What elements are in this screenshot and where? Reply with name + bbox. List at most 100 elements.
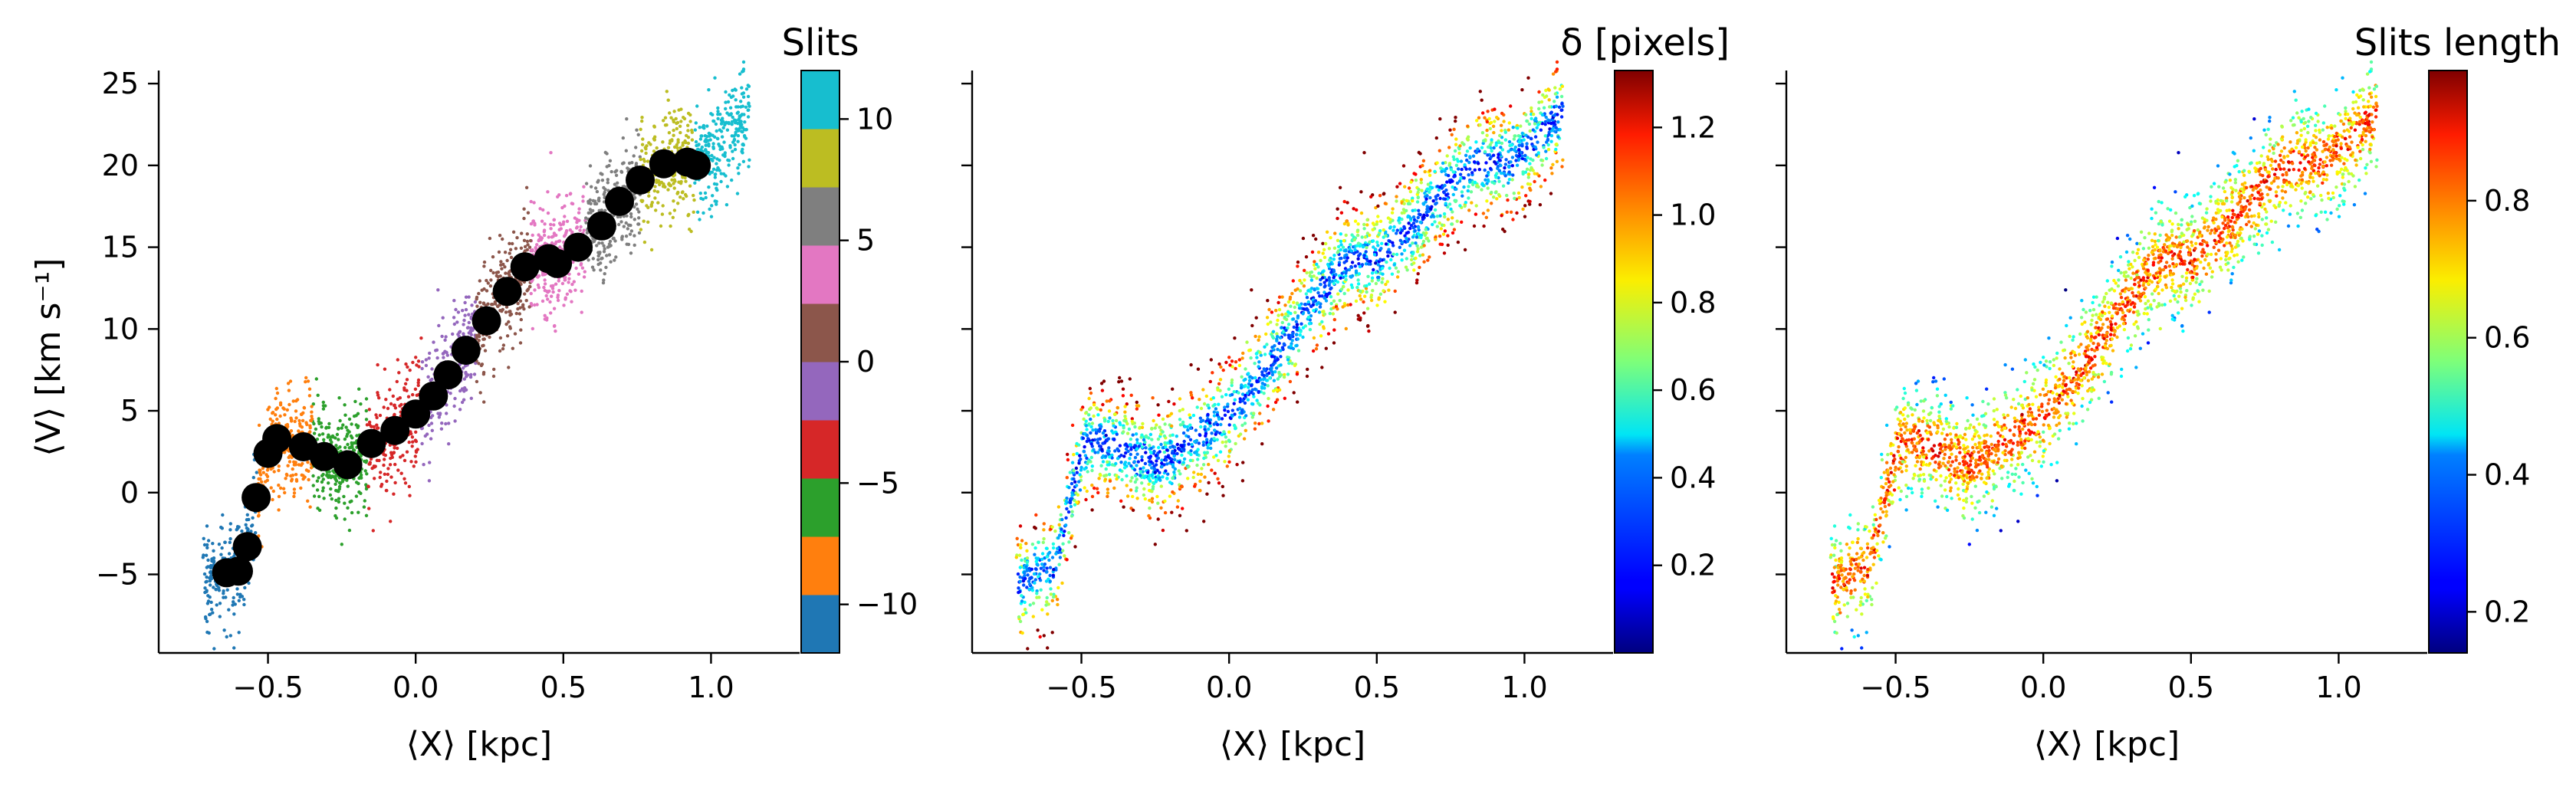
scatter-point — [1196, 448, 1200, 451]
scatter-point — [685, 133, 688, 138]
scatter-point — [554, 329, 557, 333]
scatter-point — [1130, 476, 1134, 480]
scatter-point — [707, 131, 711, 136]
scatter-point — [327, 433, 330, 437]
scatter-point — [1119, 461, 1123, 464]
scatter-point — [556, 295, 560, 300]
scatter-point — [593, 202, 597, 206]
scatter-point — [304, 421, 308, 425]
scatter-point — [469, 333, 473, 336]
scatter-point — [672, 110, 676, 113]
scatter-point — [529, 199, 533, 204]
scatter-point — [665, 123, 669, 127]
scatter-point — [1258, 350, 1262, 355]
scatter-point — [563, 204, 567, 208]
scatter-point — [1416, 272, 1420, 276]
scatter-point — [1484, 161, 1488, 165]
scatter-point — [1046, 612, 1050, 616]
scatter-point — [1490, 149, 1493, 153]
scatter-point — [1416, 215, 1421, 220]
scatter-point — [552, 231, 557, 235]
scatter-point — [1431, 199, 1435, 203]
scatter-point — [265, 468, 270, 472]
scatter-point — [1198, 398, 1201, 402]
scatter-point — [227, 552, 232, 556]
scatter-point — [1365, 218, 1369, 222]
scatter-point — [1446, 234, 1450, 238]
scatter-point — [1560, 84, 1565, 88]
scatter-point — [1472, 224, 1477, 228]
scatter-point — [1123, 405, 1127, 408]
scatter-point — [1467, 135, 1470, 139]
scatter-point — [1024, 542, 1028, 546]
scatter-point — [1078, 488, 1083, 492]
scatter-point — [298, 424, 302, 428]
scatter-point — [1168, 480, 1172, 484]
scatter-point — [422, 463, 426, 467]
scatter-point — [1181, 507, 1184, 510]
scatter-point — [1234, 441, 1237, 446]
scatter-point — [1470, 171, 1474, 175]
scatter-point — [1346, 201, 1349, 205]
scatter-point — [1111, 418, 1115, 423]
scatter-point — [1322, 255, 1327, 260]
scatter-point — [439, 427, 444, 431]
scatter-point — [274, 386, 278, 391]
scatter-point — [1313, 267, 1317, 271]
scatter-point — [1033, 553, 1037, 556]
scatter-point — [1457, 167, 1460, 171]
scatter-point — [402, 458, 407, 463]
scatter-point — [644, 151, 648, 156]
scatter-point — [653, 135, 657, 139]
scatter-point — [1421, 163, 1424, 168]
scatter-point — [698, 126, 702, 130]
scatter-point — [672, 186, 676, 190]
scatter-point — [1435, 225, 1440, 228]
scatter-point — [310, 410, 314, 414]
scatter-point — [406, 395, 411, 398]
scatter-point — [481, 343, 485, 347]
scatter-point — [1138, 470, 1142, 474]
scatter-point — [1552, 100, 1556, 103]
scatter-point — [480, 362, 485, 366]
scatter-point — [1506, 198, 1510, 202]
scatter-point — [715, 162, 718, 166]
scatter-point — [346, 506, 350, 510]
scatter-point — [1122, 430, 1125, 434]
scatter-point — [1253, 427, 1257, 431]
panel-1-y-axis-title: ⟨V⟩ [km s⁻¹] — [29, 258, 68, 457]
scatter-point — [260, 480, 264, 484]
scatter-point — [1375, 303, 1379, 307]
scatter-point — [1340, 271, 1344, 275]
scatter-point — [504, 305, 509, 309]
scatter-point — [1336, 207, 1339, 211]
scatter-point — [1114, 418, 1119, 423]
scatter-point — [1096, 441, 1099, 444]
scatter-point — [382, 452, 386, 457]
scatter-point — [528, 238, 533, 243]
scatter-point — [1363, 235, 1368, 239]
scatter-point — [1195, 463, 1199, 467]
scatter-point — [738, 121, 742, 125]
scatter-point — [1041, 540, 1046, 544]
scatter-point — [1520, 144, 1524, 148]
scatter-point — [1172, 454, 1176, 458]
scatter-point — [272, 470, 276, 474]
scatter-point — [271, 497, 274, 502]
scatter-point — [508, 248, 513, 251]
scatter-point — [1083, 444, 1086, 449]
scatter-point — [1293, 305, 1297, 310]
y-tick-label: 15 — [102, 231, 139, 264]
scatter-point — [377, 396, 381, 400]
scatter-point — [1487, 170, 1490, 175]
scatter-point — [1040, 552, 1045, 556]
scatter-point — [632, 218, 636, 221]
scatter-point — [1135, 400, 1139, 405]
scatter-point — [1500, 129, 1503, 133]
scatter-point — [703, 191, 708, 195]
y-tick-label: 20 — [102, 149, 139, 182]
scatter-point — [1319, 282, 1322, 287]
scatter-point — [1142, 466, 1145, 470]
scatter-point — [1452, 175, 1456, 179]
